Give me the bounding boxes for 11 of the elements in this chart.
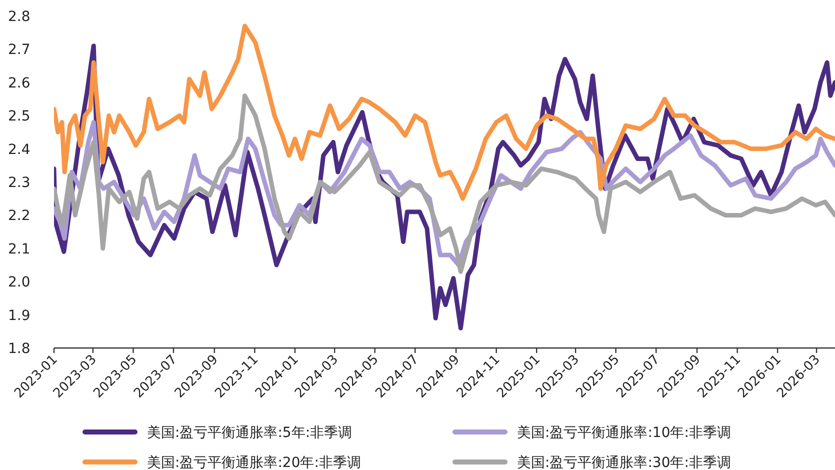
ytick-label: 2.2 <box>8 208 30 224</box>
ytick-label: 2.5 <box>8 108 30 125</box>
ytick-label: 2.6 <box>8 75 30 92</box>
ytick-label: 2.4 <box>8 142 30 158</box>
ytick-label: 2.7 <box>8 42 30 58</box>
ytick-label: 2.3 <box>8 175 30 191</box>
ytick-label: 1.9 <box>8 308 30 324</box>
ytick-label: 1.8 <box>8 341 30 357</box>
ytick-label: 2.1 <box>8 241 30 258</box>
ytick-label: 2.0 <box>8 274 30 291</box>
ytick-label: 2.8 <box>8 9 30 25</box>
